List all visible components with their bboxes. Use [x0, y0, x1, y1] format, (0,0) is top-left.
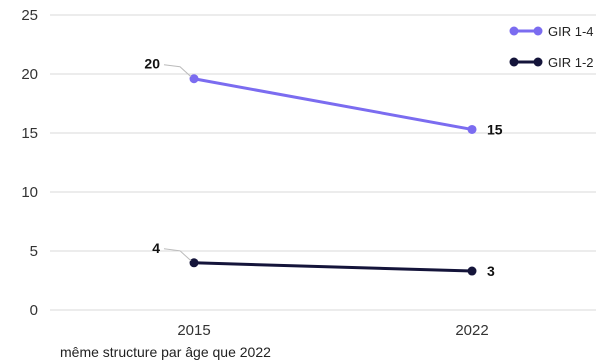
data-label-0-0: 20	[144, 56, 160, 72]
legend-label-0: GIR 1-4	[548, 24, 594, 39]
legend-swatch-dot-start-0	[509, 26, 519, 36]
y-tick-label-0: 0	[30, 302, 38, 319]
legend-item-0: GIR 1-4	[509, 24, 594, 39]
y-tick-label-10: 10	[21, 184, 38, 201]
data-point-0-0	[189, 74, 199, 84]
data-label-1-1: 3	[487, 263, 495, 279]
data-point-1-1	[467, 266, 477, 276]
right-crop-edge	[596, 0, 600, 364]
series-line-1	[193, 261, 473, 273]
x-tick-label-2015: 2015	[177, 322, 210, 339]
legend-item-1: GIR 1-2	[509, 55, 594, 70]
leader-line-1	[163, 248, 192, 262]
y-tick-label-15: 15	[21, 125, 38, 142]
data-label-0-1: 15	[487, 121, 503, 137]
x-axis-ticks: 2015 2022	[177, 322, 488, 339]
legend-label-1: GIR 1-2	[548, 55, 594, 70]
y-tick-label-20: 20	[21, 66, 38, 83]
grid-layer	[50, 14, 600, 311]
data-point-0-1	[467, 124, 477, 134]
series-1: 43	[152, 240, 495, 279]
legend-swatch-dot-start-1	[509, 57, 519, 67]
data-point-1-0	[189, 258, 199, 268]
y-axis-ticks: 0 5 10 15 20 25	[21, 7, 38, 319]
legend-swatch-dot-end-0	[533, 26, 543, 36]
leader-line-0	[163, 64, 192, 78]
series-0: 2015	[144, 56, 502, 138]
chart-footnote: même structure par âge que 2022	[60, 344, 271, 360]
data-label-1-0: 4	[152, 240, 160, 256]
legend-swatch-dot-end-1	[533, 57, 543, 67]
x-tick-label-2022: 2022	[455, 322, 488, 339]
y-tick-label-5: 5	[30, 243, 38, 260]
legend: GIR 1-4 GIR 1-2	[509, 0, 600, 364]
y-tick-label-25: 25	[21, 7, 38, 24]
series-line-0	[193, 77, 473, 131]
